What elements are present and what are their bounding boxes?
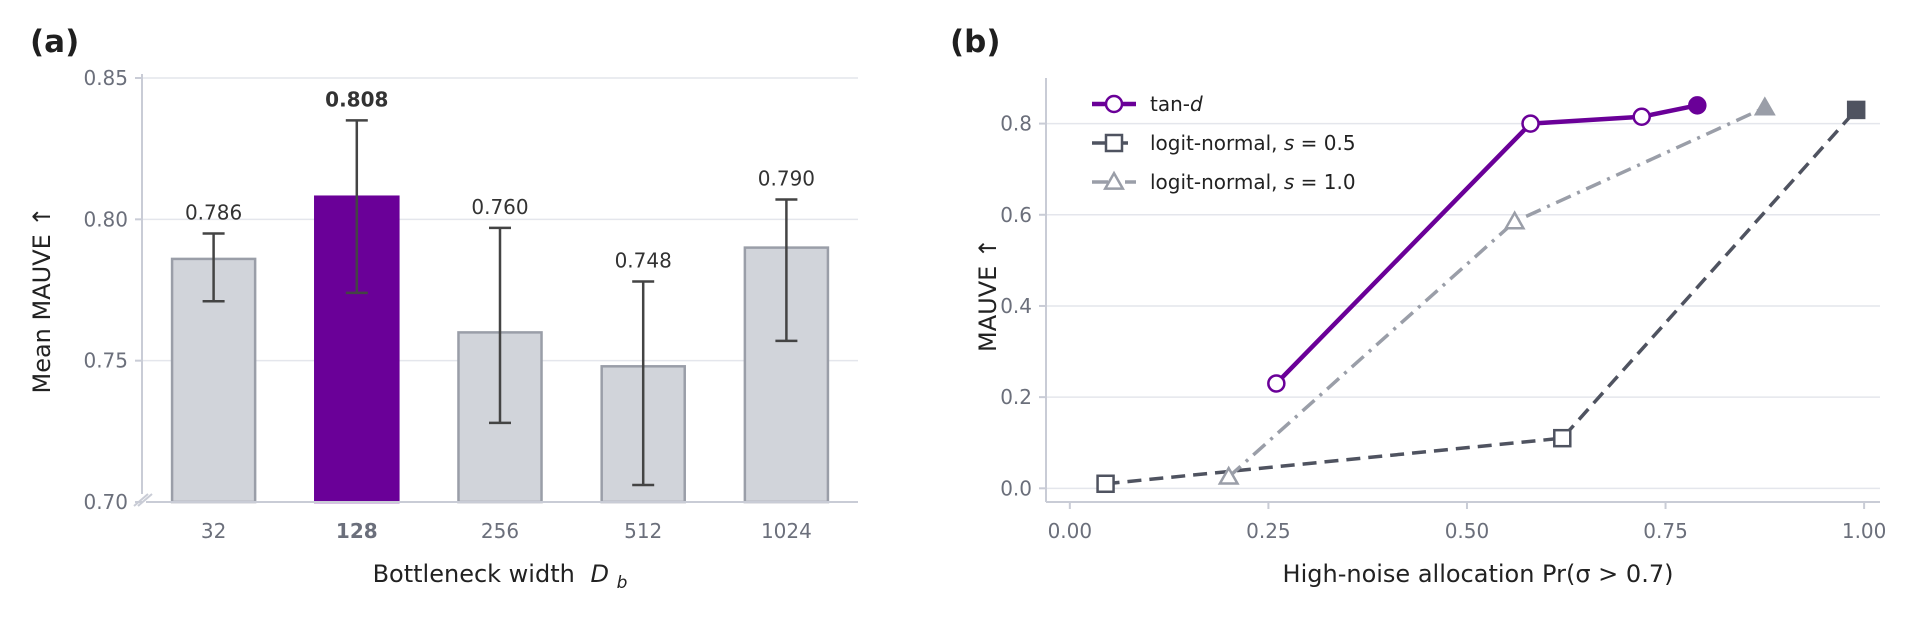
grid-lines (1046, 122, 1880, 490)
x-tick-256: 256 (481, 519, 519, 543)
legend-label: logit-normal, s = 0.5 (1150, 131, 1356, 155)
x-tick-128: 128 (336, 519, 378, 543)
x-axis-title: Bottleneck width D b (373, 560, 628, 593)
y-tick-label: 0.80 (83, 207, 128, 231)
x-tick-labels: 32 128 256 512 1024 (201, 519, 812, 543)
series-line (1105, 108, 1858, 486)
data-point (1753, 96, 1776, 116)
series-2 (1217, 96, 1776, 485)
series-0 (1267, 96, 1707, 393)
x-tick-label: 0.50 (1445, 519, 1490, 543)
series-lines (1096, 96, 1866, 494)
x-tick-1024: 1024 (761, 519, 812, 543)
value-label-32: 0.786 (185, 200, 242, 224)
error-bars (202, 119, 798, 487)
data-point (1096, 474, 1115, 494)
axes (1045, 78, 1880, 503)
x-tick-label: 0.00 (1048, 519, 1093, 543)
y-tick-label: 0.6 (1000, 203, 1032, 227)
data-point (1688, 96, 1707, 115)
value-label-1024: 0.790 (758, 167, 815, 191)
axis-break-mark (137, 493, 153, 507)
data-point (1846, 100, 1866, 120)
x-axis-title-text: Bottleneck width (373, 560, 575, 588)
y-tick-label: 0.8 (1000, 112, 1032, 136)
data-point (1267, 374, 1286, 393)
legend-label-suffix: = 0.5 (1294, 131, 1355, 155)
y-tick-label: 0.85 (83, 66, 128, 90)
data-point (1553, 428, 1572, 448)
error-bar-32 (202, 232, 225, 303)
data-point (1503, 210, 1526, 230)
x-axis-title-symbol: D (590, 560, 608, 588)
value-label-512: 0.748 (615, 249, 672, 273)
series-1 (1096, 100, 1866, 494)
error-bar-512 (632, 280, 655, 487)
legend-marker (1104, 133, 1124, 153)
y-tick-label: 0.4 (1000, 294, 1032, 318)
data-point (1217, 465, 1240, 485)
x-tick-32: 32 (201, 519, 226, 543)
legend-label: tan-d (1150, 92, 1203, 116)
y-tick-labels: 0.0 0.2 0.4 0.6 0.8 (1000, 112, 1046, 500)
legend-label-text: tan- (1150, 92, 1190, 116)
x-tick-labels: 0.00 0.25 0.50 0.75 1.00 (1048, 502, 1887, 543)
value-label-256: 0.760 (471, 195, 528, 219)
x-axis-title: High-noise allocation Pr(σ > 0.7) (1283, 560, 1674, 588)
x-tick-label: 0.75 (1643, 519, 1688, 543)
axes (133, 74, 858, 507)
error-bar-128 (345, 119, 368, 295)
legend-label-symbol: s (1284, 131, 1294, 155)
series-line (1274, 103, 1698, 386)
error-bar-1024 (775, 198, 798, 343)
legend-marker (1103, 170, 1125, 190)
panel-label-b: (b) (950, 24, 1001, 60)
data-point (1521, 114, 1540, 133)
y-axis-title: MAUVE ↑ (974, 238, 1002, 352)
x-tick-512: 512 (624, 519, 662, 543)
y-tick-labels: 0.70 0.75 0.80 0.85 (83, 66, 142, 514)
line-chart-panel: (b) 0.0 0.2 0.4 0.6 0.8 0.00 0.25 0.50 0.75 1.00… (950, 24, 1886, 588)
legend-entry-1: logit-normal, s = 0.5 (1092, 131, 1356, 155)
y-tick-label: 0.70 (83, 490, 128, 514)
legend-label: logit-normal, s = 1.0 (1150, 170, 1356, 194)
y-tick-label: 0.2 (1000, 385, 1032, 409)
value-labels: 0.786 0.808 0.760 0.748 0.790 (185, 87, 815, 272)
series-line (1227, 106, 1766, 479)
y-axis-title: Mean MAUVE ↑ (28, 206, 56, 393)
axis-break-mark (133, 493, 149, 507)
data-point (1632, 107, 1651, 127)
legend-marker (1104, 94, 1124, 114)
x-tick-label: 0.25 (1246, 519, 1291, 543)
value-label-128: 0.808 (325, 87, 388, 111)
x-axis-title-subscript: b (617, 573, 628, 593)
legend-label-symbol: d (1190, 92, 1203, 116)
y-tick-label: 0.75 (83, 349, 128, 373)
legend-label-symbol: s (1284, 170, 1294, 194)
legend-label-text: logit-normal, (1150, 131, 1284, 155)
x-tick-label: 1.00 (1842, 519, 1887, 543)
legend-label-text: logit-normal, (1150, 170, 1284, 194)
y-tick-label: 0.0 (1000, 476, 1032, 500)
panel-label-a: (a) (30, 24, 79, 60)
error-bar-256 (489, 226, 511, 425)
legend-entry-0: tan-d (1092, 92, 1203, 116)
legend-label-suffix: = 1.0 (1294, 170, 1355, 194)
legend-entry-2: logit-normal, s = 1.0 (1092, 170, 1356, 194)
